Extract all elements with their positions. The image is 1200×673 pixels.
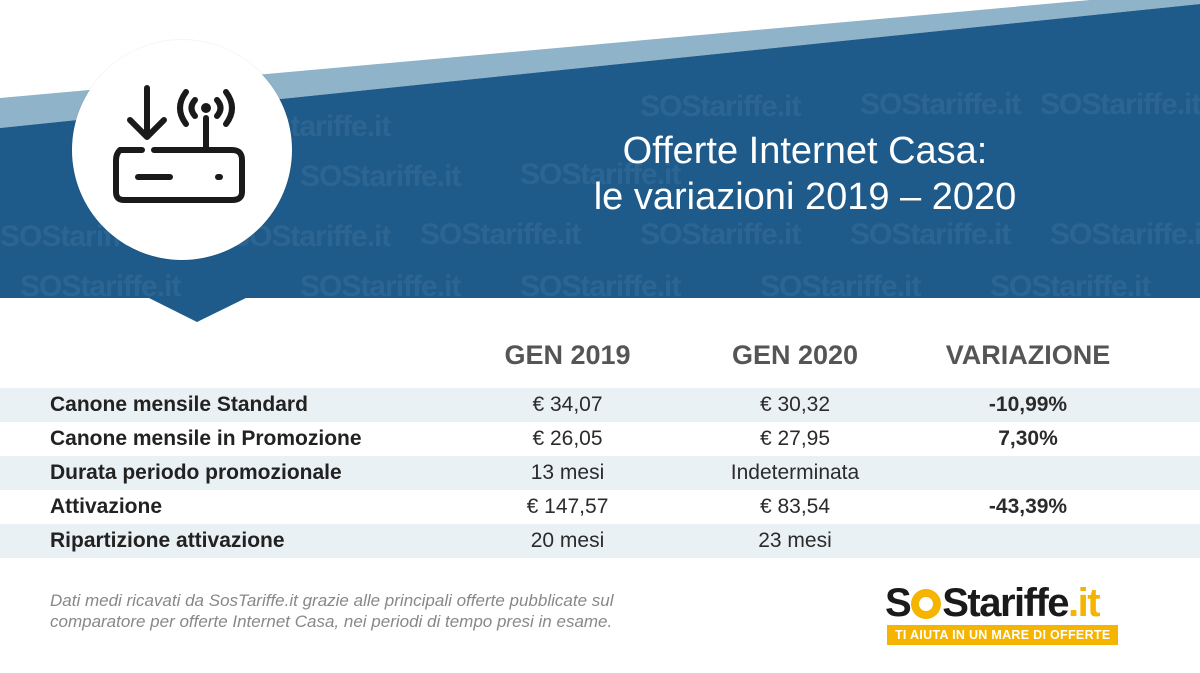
page-title: Offerte Internet Casa: le variazioni 201…	[480, 128, 1130, 220]
lifebuoy-icon	[911, 589, 942, 619]
footnote-line-2: comparatore per offerte Internet Casa, n…	[50, 612, 613, 631]
column-header-variazione: VARIAZIONE	[945, 340, 1111, 370]
cell-gen-2020: Indeterminata	[730, 461, 860, 484]
row-label: Attivazione	[50, 495, 163, 518]
row-label: Durata periodo promozionale	[50, 461, 342, 484]
title-line-2: le variazioni 2019 – 2020	[593, 176, 1017, 218]
logo-tagline: TI AIUTA IN UN MARE DI OFFERTE	[887, 625, 1119, 645]
column-header-gen-2019: GEN 2019	[504, 340, 631, 370]
table-row: Durata periodo promozionale 13 mesi Inde…	[0, 456, 1200, 490]
row-label: Ripartizione attivazione	[50, 529, 285, 552]
router-icon-badge	[72, 40, 292, 260]
cell-gen-2019: 20 mesi	[530, 529, 605, 552]
row-label: Canone mensile in Promozione	[50, 427, 362, 450]
table-header: GEN 2019 GEN 2020 VARIAZIONE	[0, 340, 1200, 380]
cell-variazione: -10,99%	[988, 393, 1068, 416]
logo-letter-s: S	[885, 581, 912, 625]
comparison-table: Canone mensile Standard € 34,07 € 30,32 …	[0, 388, 1200, 558]
cell-variazione: -43,39%	[988, 495, 1068, 518]
cell-variazione: 7,30%	[998, 427, 1058, 450]
title-line-1: Offerte Internet Casa:	[622, 130, 988, 172]
logo-wordmark: S Stariffe.it	[885, 580, 1101, 626]
row-label: Canone mensile Standard	[50, 393, 308, 416]
footnote-line-1: Dati medi ricavati da SosTariffe.it graz…	[50, 591, 614, 610]
header-banner	[0, 0, 1200, 330]
cell-gen-2019: € 26,05	[532, 427, 603, 450]
table-row: Ripartizione attivazione 20 mesi 23 mesi	[0, 524, 1200, 558]
table-row: Canone mensile in Promozione € 26,05 € 2…	[0, 422, 1200, 456]
cell-gen-2019: € 147,57	[526, 495, 609, 518]
logo-domain: .it	[1068, 581, 1101, 625]
cell-gen-2019: 13 mesi	[530, 461, 605, 484]
table-row: Canone mensile Standard € 34,07 € 30,32 …	[0, 388, 1200, 422]
logo-text: tariffe	[967, 581, 1069, 625]
cell-gen-2020: € 83,54	[759, 495, 831, 518]
table-row: Attivazione € 147,57 € 83,54 -43,39%	[0, 490, 1200, 524]
cell-gen-2020: € 30,32	[759, 393, 831, 416]
router-download-icon	[113, 85, 245, 203]
cell-gen-2020: € 27,95	[759, 427, 831, 450]
cell-gen-2019: € 34,07	[532, 393, 603, 416]
sostariffe-logo: S Stariffe.it TI AIUTA IN UN MARE DI OFFE…	[885, 580, 1165, 650]
cell-gen-2020: 23 mesi	[758, 529, 832, 552]
logo-letter-s: S	[942, 581, 969, 625]
footnote: Dati medi ricavati da SosTariffe.it graz…	[50, 590, 810, 632]
column-header-gen-2020: GEN 2020	[731, 340, 859, 370]
